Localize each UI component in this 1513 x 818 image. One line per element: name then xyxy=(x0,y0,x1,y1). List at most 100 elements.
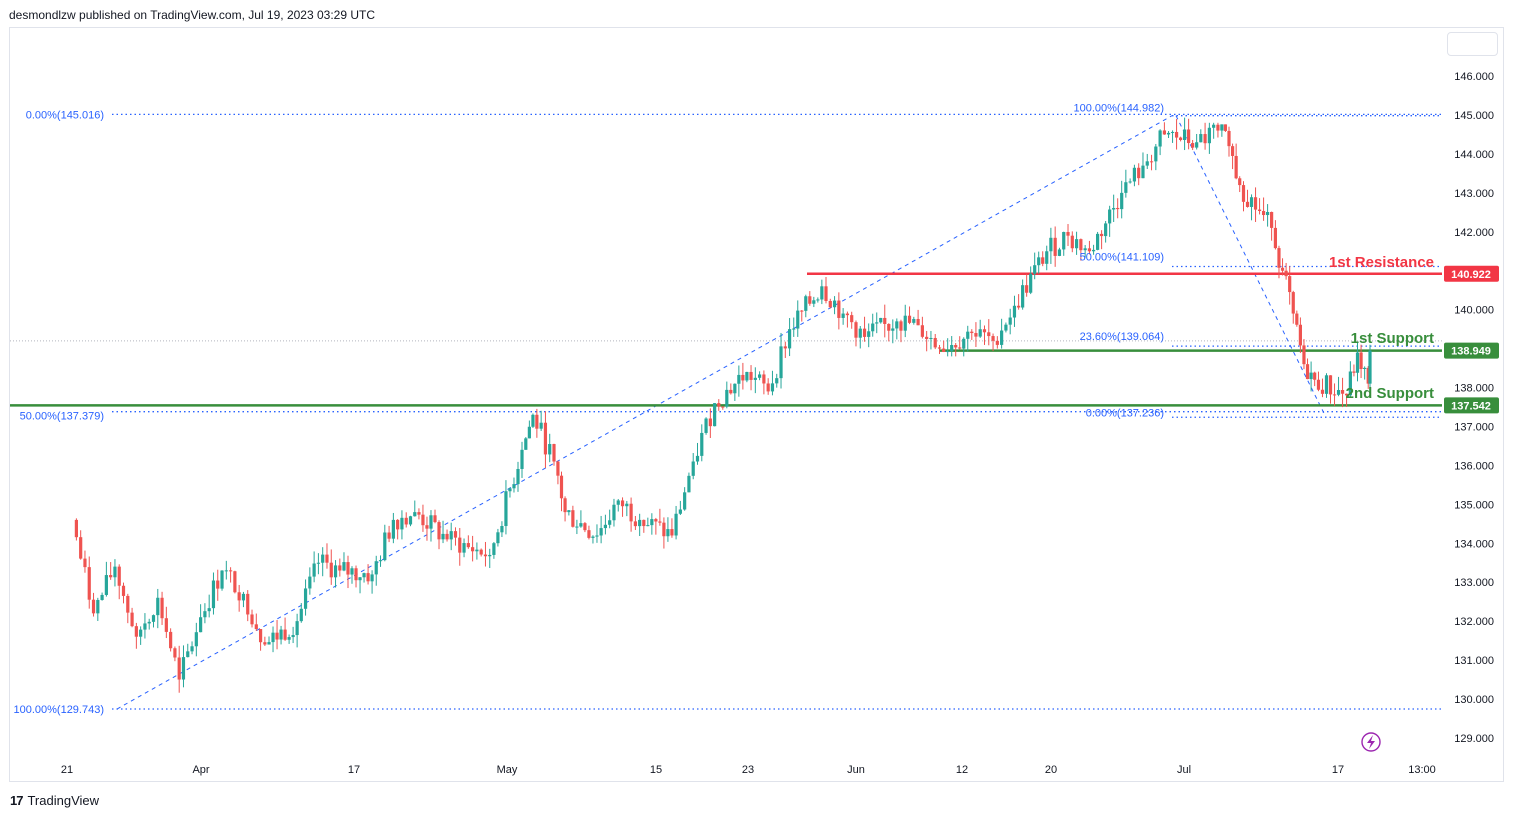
candle xyxy=(466,535,470,549)
chart-corner-box[interactable] xyxy=(1447,32,1498,56)
candle-body xyxy=(642,519,646,527)
candle xyxy=(762,370,766,395)
candle-body xyxy=(792,328,796,330)
candle-body xyxy=(891,328,895,331)
candle xyxy=(974,322,978,348)
candle-body xyxy=(966,331,970,339)
candle-body xyxy=(683,492,687,510)
price-level-value: 140.922 xyxy=(1451,269,1491,281)
candle-body xyxy=(1012,305,1017,318)
candle-body xyxy=(203,611,207,618)
candle xyxy=(995,336,999,349)
candle-body xyxy=(1309,372,1313,380)
candle xyxy=(1178,136,1183,142)
candle xyxy=(113,559,117,587)
candle xyxy=(1087,240,1092,255)
candle xyxy=(396,519,400,540)
candle xyxy=(126,593,130,624)
candle xyxy=(100,592,104,601)
candle xyxy=(1336,376,1341,397)
candle-body xyxy=(87,567,91,600)
candle xyxy=(1216,122,1220,138)
fib-label: 100.00%(144.982) xyxy=(1073,103,1164,115)
candle xyxy=(104,561,108,597)
candle-body xyxy=(895,321,899,329)
candle xyxy=(620,497,625,517)
candle-body xyxy=(552,444,556,462)
candle xyxy=(1249,194,1254,221)
candle-body xyxy=(325,554,329,563)
candle-body xyxy=(488,554,492,557)
candle xyxy=(316,553,321,575)
candle xyxy=(650,513,654,535)
candle-body xyxy=(1187,129,1191,144)
candle xyxy=(216,569,220,601)
candle xyxy=(160,591,164,625)
candle xyxy=(1344,393,1349,407)
candle xyxy=(211,572,216,615)
candle xyxy=(1083,245,1087,258)
candle xyxy=(1257,198,1262,215)
candle-body xyxy=(1230,146,1235,156)
tradingview-brand[interactable]: 17 TradingView xyxy=(10,793,99,808)
lightning-icon[interactable] xyxy=(1361,732,1381,752)
candle-body xyxy=(962,338,966,349)
candle xyxy=(496,528,500,547)
candle xyxy=(745,371,749,383)
candle xyxy=(824,276,828,304)
candle-body xyxy=(741,374,745,381)
candle-body xyxy=(1166,132,1171,135)
candle-body xyxy=(1095,233,1100,250)
candle-body xyxy=(130,612,134,627)
candle-body xyxy=(453,531,458,538)
candle-body xyxy=(387,532,391,539)
candle-body xyxy=(181,657,186,680)
candle-body xyxy=(233,571,237,593)
candle xyxy=(1049,227,1053,264)
candle xyxy=(207,594,211,618)
candle xyxy=(920,316,924,339)
candle xyxy=(350,566,354,584)
candle xyxy=(134,622,138,649)
candle-body xyxy=(841,313,845,318)
candle-body xyxy=(160,597,164,619)
candle xyxy=(508,487,512,498)
candle-body xyxy=(779,346,783,379)
candle-body xyxy=(991,336,995,341)
candle xyxy=(970,329,974,340)
candle xyxy=(233,570,237,594)
candle-body xyxy=(1191,143,1195,148)
candle xyxy=(1295,310,1299,327)
candle-body xyxy=(812,300,816,304)
candle xyxy=(413,500,417,517)
candle-body xyxy=(126,595,130,613)
candle-body xyxy=(458,537,462,553)
candle-body xyxy=(658,521,662,523)
candle xyxy=(169,628,173,652)
candle xyxy=(1212,122,1216,139)
candle-body xyxy=(283,629,287,640)
candle-body xyxy=(366,573,370,582)
candle xyxy=(338,558,342,577)
candle xyxy=(1253,187,1258,222)
candle-body xyxy=(832,300,837,308)
candle xyxy=(458,527,462,566)
candle-body xyxy=(100,594,104,600)
candle-body xyxy=(194,632,198,647)
candle xyxy=(520,441,524,478)
candle-body xyxy=(608,520,612,525)
fib-label: 23.60%(139.064) xyxy=(1080,331,1164,343)
candle-body xyxy=(216,580,220,589)
candle-body xyxy=(228,570,233,572)
candle xyxy=(190,641,194,655)
price-level-box xyxy=(1444,397,1499,414)
candle-body xyxy=(263,642,267,645)
price-tick-label: 135.000 xyxy=(1454,499,1494,511)
candle-body xyxy=(104,575,108,595)
price-axis: 146.000145.000144.000143.000142.000141.0… xyxy=(1444,71,1499,745)
price-tick-label: 136.000 xyxy=(1454,460,1494,472)
candle-body xyxy=(220,570,224,589)
level-label: 1st Resistance xyxy=(1329,254,1434,271)
candle xyxy=(666,517,670,542)
